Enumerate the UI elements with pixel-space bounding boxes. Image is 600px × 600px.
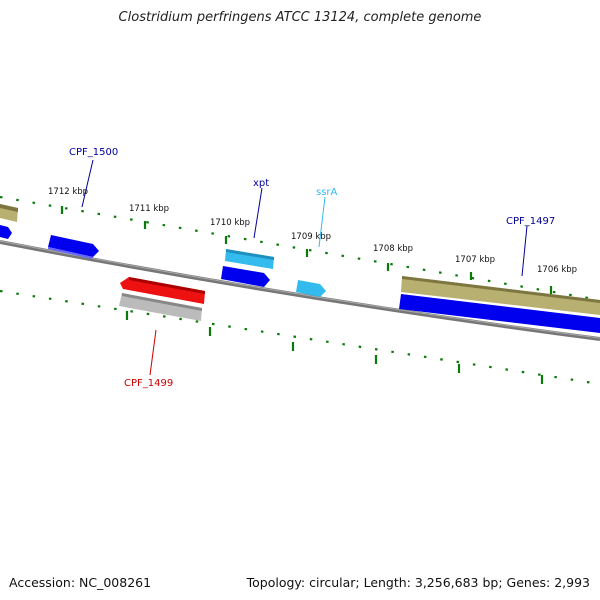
rna-ssra [296,280,326,297]
gene-label: ssrA [316,187,338,198]
callout-line [253,187,263,239]
map-title: Clostridium perfringens ATCC 13124, comp… [118,10,482,25]
gene-cpf-1497 [401,276,600,315]
tick-label: 1709 kbp [291,232,331,242]
cds-feature [0,225,12,239]
tick-label: 1708 kbp [373,244,413,254]
gene-feature-edge [0,204,18,212]
gene-cpf-1497-edge [402,276,600,303]
tick-label: 1712 kbp [48,187,88,197]
tick-label: 1711 kbp [129,204,169,214]
cds-shadow [48,247,93,259]
accession-text: Accession: NC_008261 [9,575,152,590]
rna-feature-edge [226,249,274,260]
gene-label: CPF_1497 [506,216,555,227]
callout-line [521,225,528,277]
gene-label: CPF_1499 [124,378,173,389]
tick-label: 1706 kbp [537,265,577,275]
cds-cpf-1497 [399,294,600,333]
gene-cpf-1499 [119,293,202,321]
callout-line [81,159,94,208]
cds-xpt [221,266,270,287]
callout-line [318,196,326,248]
major-ticks [60,206,553,384]
genome-backbone [0,240,600,341]
cds-cpf-1500 [48,235,99,257]
cds-cpf-1499 [120,277,205,304]
outer-ruler-dots [0,195,600,302]
callout-line [149,329,157,376]
tick-label: 1710 kbp [210,218,250,228]
cds-cpf-1499-edge [129,277,205,294]
inner-ruler-dots [0,289,600,386]
gene-label: CPF_1500 [69,147,118,158]
rna-feature-xpt [225,249,274,269]
gene-label: xpt [253,178,269,189]
genome-summary-text: Topology: circular; Length: 3,256,683 bp… [246,575,590,590]
tick-label: 1707 kbp [455,255,495,265]
gene-cpf-1499-edge [122,293,202,311]
